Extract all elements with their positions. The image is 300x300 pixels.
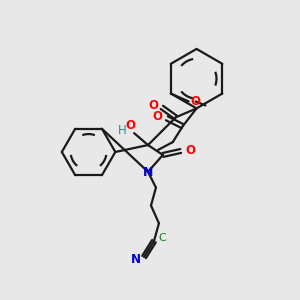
- Text: O: O: [186, 145, 196, 158]
- Text: O: O: [125, 119, 135, 132]
- Text: H: H: [118, 124, 126, 137]
- Text: O: O: [148, 99, 158, 112]
- Text: C: C: [158, 233, 166, 243]
- Text: O: O: [190, 95, 201, 108]
- Text: N: N: [143, 166, 153, 179]
- Text: N: N: [131, 254, 141, 266]
- Text: O: O: [152, 110, 162, 123]
